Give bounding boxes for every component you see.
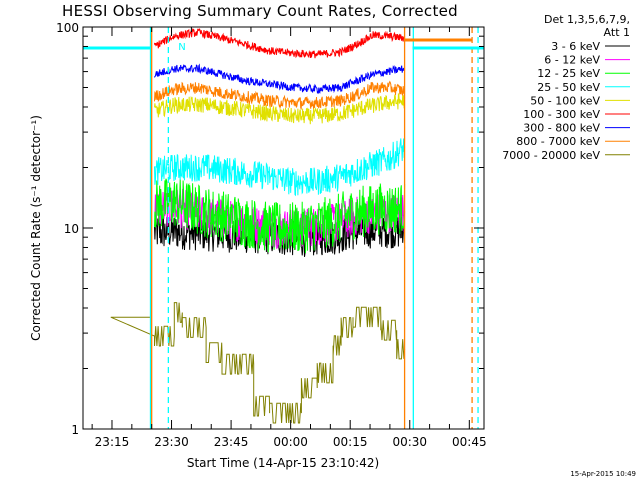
series-3-6-kev bbox=[154, 213, 406, 257]
axes-group: 23:15 23:30 23:45 00:00 00:15 00:30 00:45 1 10 10… bbox=[56, 21, 487, 449]
x-axis-label: Start Time (14-Apr-15 23:10:42) bbox=[187, 456, 379, 470]
x-tick-label: 23:45 bbox=[214, 435, 249, 449]
y-tick-label: 100 bbox=[56, 21, 79, 35]
flag-label: N bbox=[178, 42, 185, 53]
legend-entry-label: 25 - 50 keV bbox=[537, 81, 600, 94]
x-tick-label: 23:15 bbox=[95, 435, 130, 449]
series-300-800-kev bbox=[154, 63, 405, 95]
legend-entry-label: 6 - 12 keV bbox=[544, 54, 600, 67]
legend-header-att: Att 1 bbox=[604, 26, 630, 39]
series-group bbox=[110, 27, 406, 424]
legend-header-det: Det 1,3,5,6,7,9, bbox=[544, 13, 630, 26]
legend-entry-label: 12 - 25 keV bbox=[537, 67, 600, 80]
series-100-300-kev bbox=[154, 27, 406, 59]
series-12-25-kev bbox=[154, 178, 406, 254]
legend-entry-label: 100 - 300 keV bbox=[523, 108, 600, 121]
legend-entry-label: 7000 - 20000 keV bbox=[502, 149, 600, 162]
corner-timestamp: 15-Apr-2015 10:49 bbox=[570, 470, 636, 478]
y-axis-label: Corrected Count Rate (s⁻¹ detector⁻¹) bbox=[29, 115, 43, 341]
legend-entry-label: 300 - 800 keV bbox=[523, 122, 600, 135]
y-tick-label: 1 bbox=[71, 423, 79, 437]
series-50-100-kev bbox=[154, 92, 406, 125]
x-tick-label: 00:15 bbox=[333, 435, 368, 449]
x-tick-label: 00:45 bbox=[452, 435, 487, 449]
y-tick-label: 10 bbox=[64, 222, 79, 236]
legend-entry-label: 50 - 100 keV bbox=[530, 94, 600, 107]
legend-entry-label: 3 - 6 keV bbox=[551, 40, 600, 53]
x-tick-label: 00:30 bbox=[392, 435, 427, 449]
series-7000-20000-kev bbox=[110, 302, 406, 424]
markers-group bbox=[83, 27, 484, 429]
series-800-7000-kev bbox=[154, 80, 406, 110]
x-tick-label: 23:30 bbox=[154, 435, 189, 449]
chart-title: HESSI Observing Summary Count Rates, Cor… bbox=[62, 2, 458, 20]
series-25-50-kev bbox=[154, 138, 406, 197]
plot-area: 23:15 23:30 23:45 00:00 00:15 00:30 00:45 1 10 10… bbox=[56, 21, 487, 449]
x-tick-label: 00:00 bbox=[273, 435, 308, 449]
legend-entry-label: 800 - 7000 keV bbox=[516, 135, 600, 148]
